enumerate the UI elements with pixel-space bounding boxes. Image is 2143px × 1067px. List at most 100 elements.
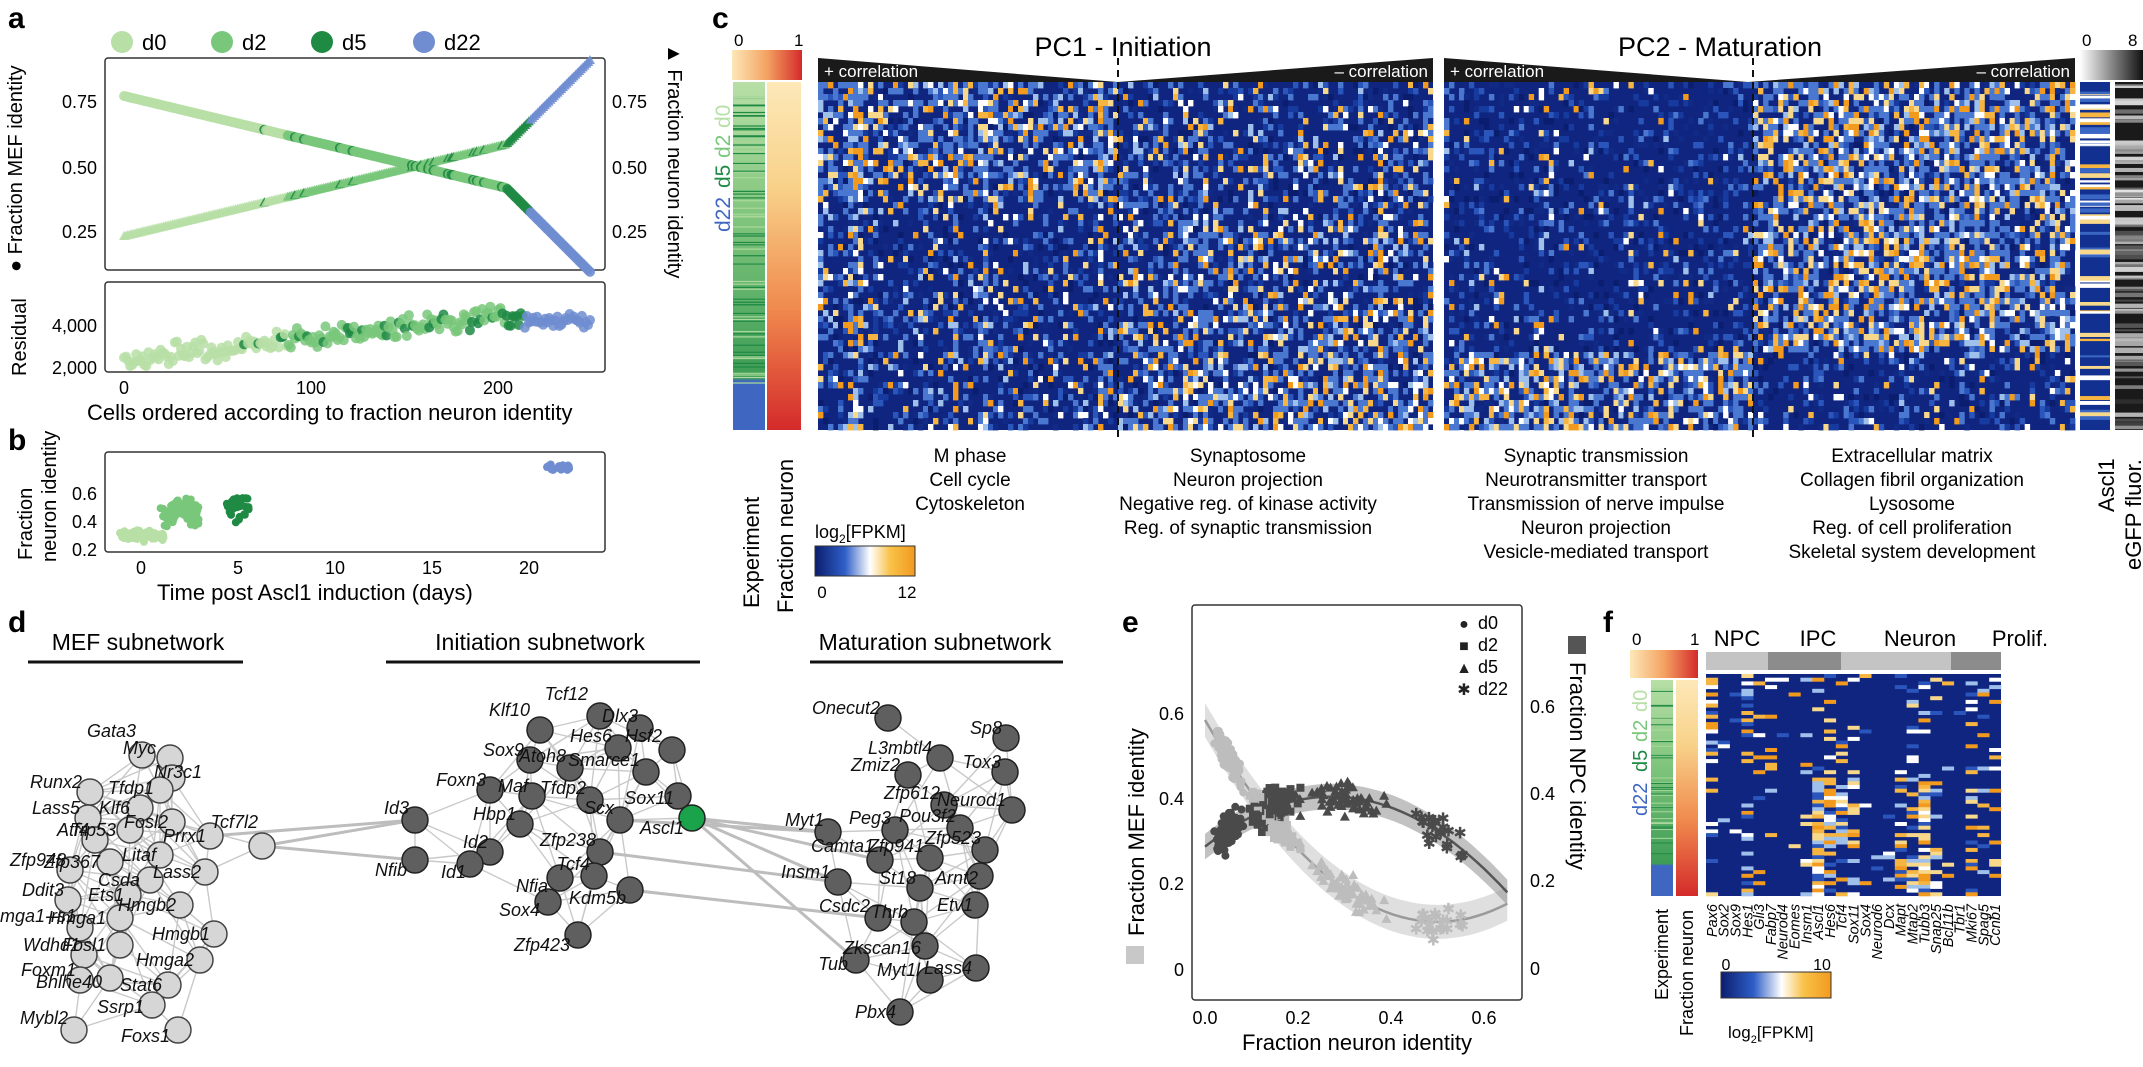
heatmap-cell (948, 208, 954, 215)
heatmap-cell (1313, 340, 1319, 347)
heatmap-cell (1138, 196, 1144, 203)
heatmap-cell (1138, 298, 1144, 305)
heatmap-cell (1068, 280, 1074, 287)
heatmap-cell (938, 100, 944, 107)
heatmap-cell (868, 358, 874, 365)
heatmap-cell (1603, 118, 1609, 125)
heatmap-cell (1258, 130, 1264, 137)
heatmap-cell (1283, 208, 1289, 215)
heatmap-cell (1073, 208, 1079, 215)
heatmap-cell (1183, 268, 1189, 275)
heatmap-cell (1128, 172, 1134, 179)
heatmap-cell (1243, 400, 1249, 407)
heatmap-cell (1203, 370, 1209, 377)
heatmap-cell (1003, 280, 1009, 287)
heatmap-cell (1383, 304, 1389, 311)
heatmap-cell (1553, 130, 1559, 137)
residual-point (348, 321, 359, 332)
heatmap-cell (1413, 124, 1419, 131)
heatmap-cell (1228, 160, 1234, 167)
heatmap-cell (1328, 94, 1334, 101)
heatmap-cell (868, 364, 874, 371)
heatmap-cell (1328, 316, 1334, 323)
heatmap-cell (1168, 208, 1174, 215)
heatmap-cell (1733, 118, 1739, 125)
heatmap-cell (1333, 256, 1339, 263)
heatmap-cell (1238, 304, 1244, 311)
heatmap-cell (1423, 394, 1429, 401)
heatmap-cell (1103, 100, 1109, 107)
heatmap-cell (848, 232, 854, 239)
heatmap-cell (1258, 232, 1264, 239)
heatmap-cell (918, 352, 924, 359)
heatmap-cell (883, 196, 889, 203)
heatmap-cell (1518, 136, 1525, 143)
heatmap-cell (883, 178, 889, 185)
heatmap-cell (1203, 256, 1209, 263)
heatmap-cell (1243, 412, 1249, 419)
heatmap-cell (1378, 376, 1384, 383)
heatmap-cell (1368, 340, 1374, 347)
heatmap-cell (943, 184, 949, 191)
heatmap-cell (1388, 214, 1394, 221)
heatmap-cell (938, 196, 944, 203)
heatmap-cell (1303, 316, 1309, 323)
heatmap-cell (1378, 262, 1384, 269)
heatmap-cell (1088, 112, 1094, 119)
heatmap-cell (1273, 394, 1279, 401)
heatmap-cell (923, 268, 929, 275)
heatmap-cell (1393, 400, 1399, 407)
heatmap-cell (1338, 406, 1344, 413)
heatmap-cell (1378, 232, 1384, 239)
heatmap-cell (1383, 202, 1389, 209)
heatmap-cell (1228, 190, 1234, 197)
heatmap-cell (1028, 196, 1034, 203)
heatmap-cell (1073, 412, 1079, 419)
heatmap-cell (1403, 232, 1409, 239)
heatmap-cell (1403, 184, 1409, 191)
heatmap-cell (858, 184, 864, 191)
heatmap-cell (1203, 166, 1209, 173)
heatmap-cell (1398, 262, 1404, 269)
heatmap-cell (1348, 238, 1354, 245)
heatmap-cell (1263, 250, 1269, 257)
heatmap-cell (853, 418, 859, 425)
heatmap-cell (983, 166, 989, 173)
heatmap-cell (853, 184, 859, 191)
heatmap-cell (1163, 310, 1169, 317)
heatmap-cell (963, 334, 969, 341)
heatmap-cell (1043, 376, 1049, 383)
heatmap-cell (1038, 130, 1044, 137)
heatmap-cell (1078, 112, 1084, 119)
heatmap-cell (1243, 328, 1249, 335)
heatmap-cell (1383, 298, 1389, 305)
heatmap-cell (898, 124, 904, 131)
heatmap-cell (1048, 376, 1054, 383)
heatmap-cell (898, 232, 904, 239)
heatmap-cell (1083, 130, 1089, 137)
heatmap-cell (833, 214, 839, 221)
heatmap-cell (968, 400, 974, 407)
heatmap-cell (1413, 148, 1419, 155)
heatmap-cell (878, 124, 884, 131)
heatmap-cell (1218, 106, 1224, 113)
heatmap-cell (943, 364, 949, 371)
heatmap-cell (1068, 310, 1074, 317)
heatmap-cell (978, 100, 984, 107)
heatmap-cell (1053, 160, 1059, 167)
heatmap-cell (1338, 268, 1344, 275)
heatmap-cell (1173, 370, 1179, 377)
heatmap-cell (1333, 112, 1339, 119)
heatmap-cell (1003, 346, 1009, 353)
heatmap-cell (1358, 112, 1364, 119)
heatmap-cell (1023, 172, 1029, 179)
heatmap-cell (983, 244, 989, 251)
heatmap-cell (1108, 382, 1114, 389)
heatmap-cell (1293, 106, 1299, 113)
heatmap-cell (1583, 112, 1589, 119)
heatmap-cell (1203, 232, 1209, 239)
heatmap-cell (1248, 358, 1254, 365)
heatmap-cell (953, 418, 959, 425)
heatmap-cell (948, 112, 954, 119)
heatmap-cell (1098, 358, 1104, 365)
